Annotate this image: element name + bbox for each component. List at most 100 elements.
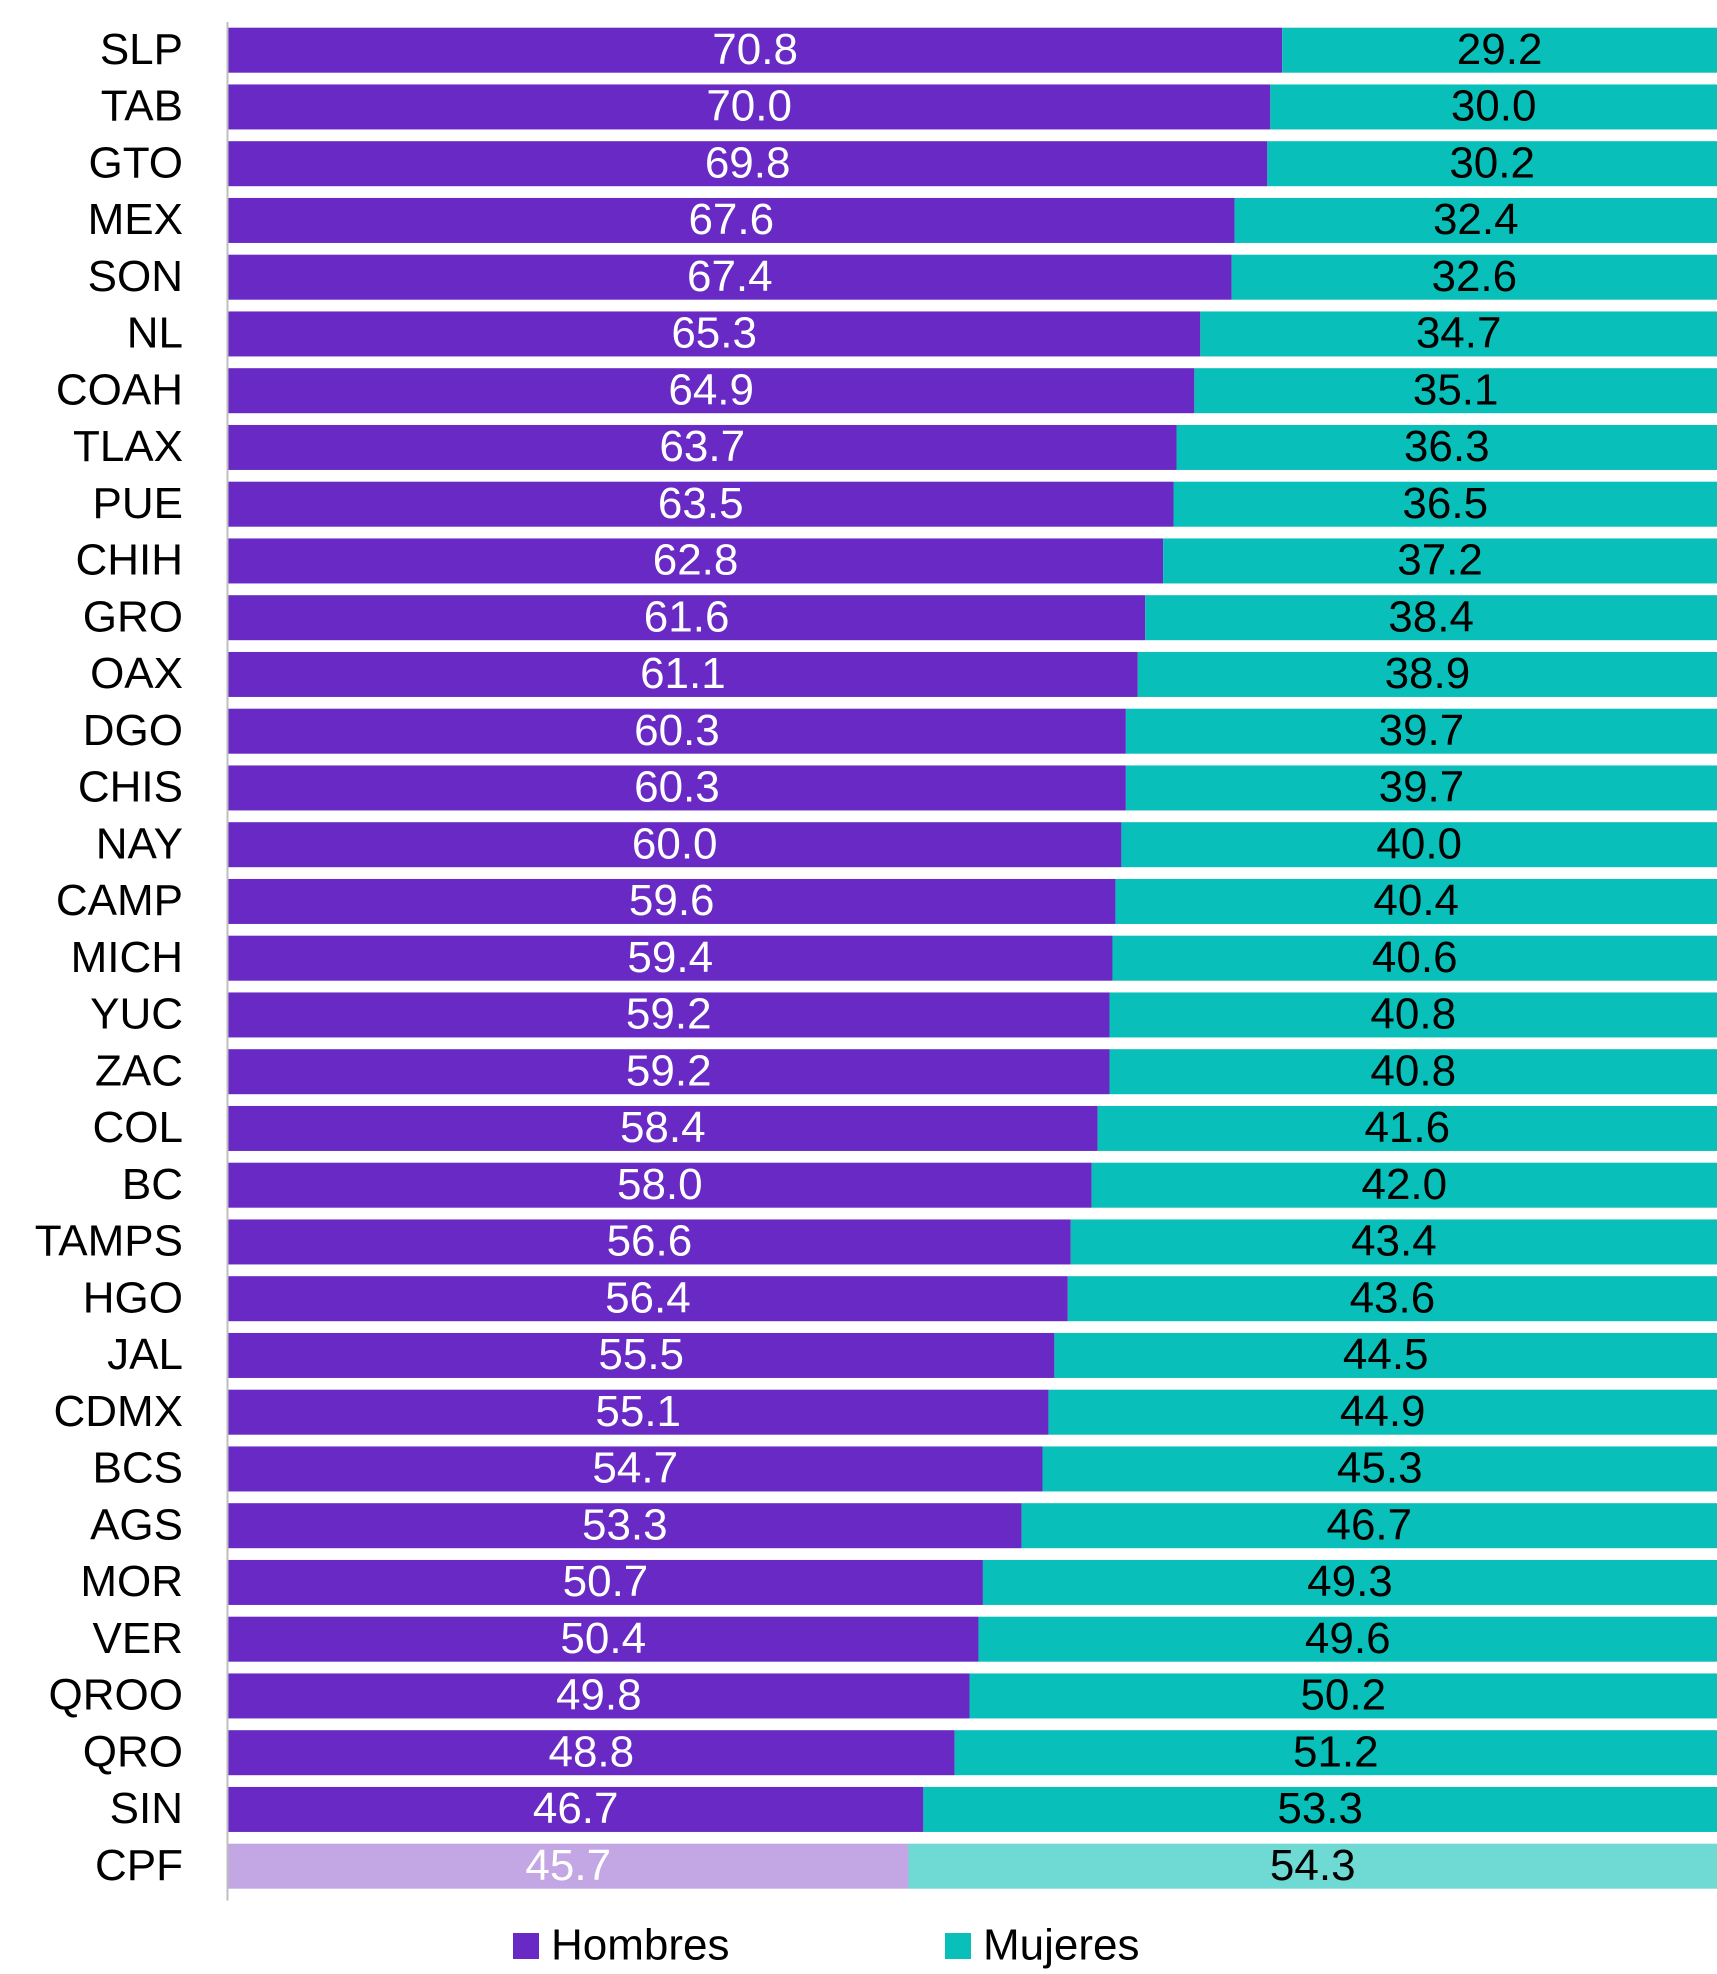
data-label: 54.7 bbox=[592, 1444, 678, 1493]
legend-swatch bbox=[513, 1933, 539, 1959]
data-label: 42.0 bbox=[1361, 1160, 1447, 1209]
data-label: 70.8 bbox=[712, 25, 798, 74]
data-label: 56.4 bbox=[605, 1273, 691, 1322]
bar-segment bbox=[923, 1786, 1717, 1832]
y-tick-label: VER bbox=[93, 1614, 183, 1663]
data-label: 40.4 bbox=[1373, 876, 1459, 925]
data-label: 40.6 bbox=[1372, 933, 1458, 982]
bar-segment bbox=[1125, 708, 1717, 754]
bar-segment bbox=[1070, 1219, 1717, 1265]
y-tick-label: BC bbox=[122, 1160, 183, 1209]
bar-segment bbox=[228, 765, 1126, 811]
bar-segment bbox=[228, 1389, 1049, 1435]
data-label: 59.2 bbox=[626, 1046, 712, 1095]
bar-segment bbox=[1067, 1276, 1717, 1322]
y-tick-label: SIN bbox=[110, 1784, 183, 1833]
data-label: 58.0 bbox=[617, 1160, 703, 1209]
data-label: 50.7 bbox=[563, 1557, 649, 1606]
bar-segment bbox=[228, 1446, 1043, 1492]
bar-segment bbox=[1267, 141, 1717, 187]
y-tick-label: CAMP bbox=[56, 876, 183, 925]
bar-segment bbox=[228, 1843, 909, 1889]
y-tick-label: SON bbox=[88, 252, 183, 301]
y-tick-label: TLAX bbox=[73, 422, 183, 471]
y-tick-label: MEX bbox=[88, 195, 183, 244]
y-tick-label: CPF bbox=[95, 1841, 183, 1890]
y-tick-label: NL bbox=[127, 309, 183, 358]
bar-segment bbox=[228, 254, 1232, 300]
data-label: 59.6 bbox=[629, 876, 715, 925]
y-tick-label: YUC bbox=[90, 990, 183, 1039]
data-label: 38.9 bbox=[1385, 649, 1471, 698]
bar-segment bbox=[1173, 481, 1717, 527]
y-tick-label: DGO bbox=[83, 706, 183, 755]
bar-segment bbox=[1176, 424, 1717, 470]
data-label: 30.0 bbox=[1451, 82, 1537, 131]
data-label: 65.3 bbox=[671, 309, 757, 358]
data-label: 67.4 bbox=[687, 252, 773, 301]
data-label: 53.3 bbox=[1277, 1784, 1363, 1833]
data-label: 50.4 bbox=[560, 1614, 646, 1663]
y-tick-label: QROO bbox=[49, 1671, 183, 1720]
data-label: 41.6 bbox=[1364, 1103, 1450, 1152]
y-tick-label: ZAC bbox=[95, 1046, 183, 1095]
bar-segment bbox=[1137, 651, 1717, 697]
y-tick-label: BCS bbox=[93, 1444, 183, 1493]
bar-segment bbox=[228, 1049, 1110, 1095]
bar-segment bbox=[228, 935, 1113, 981]
bar-segment bbox=[1282, 27, 1717, 73]
bar-segment bbox=[1121, 822, 1717, 868]
legend-label: Mujeres bbox=[983, 1921, 1140, 1970]
y-tick-label: SLP bbox=[100, 25, 183, 74]
data-label: 45.3 bbox=[1337, 1444, 1423, 1493]
bar-segment bbox=[228, 1786, 924, 1832]
bar-segment bbox=[228, 1503, 1022, 1549]
bar-segment bbox=[228, 1673, 970, 1719]
y-tick-label: CHIH bbox=[75, 536, 183, 585]
data-label: 63.7 bbox=[659, 422, 745, 471]
data-label: 32.4 bbox=[1433, 195, 1519, 244]
bar-segment bbox=[228, 651, 1138, 697]
data-label: 55.1 bbox=[595, 1387, 681, 1436]
data-label: 60.0 bbox=[632, 819, 718, 868]
bar-segment bbox=[228, 1276, 1068, 1322]
data-label: 29.2 bbox=[1457, 25, 1543, 74]
bar-segment bbox=[982, 1559, 1717, 1605]
data-label: 43.6 bbox=[1350, 1273, 1436, 1322]
y-tick-label: GRO bbox=[83, 592, 183, 641]
bar-segment bbox=[228, 1162, 1092, 1208]
data-label: 43.4 bbox=[1351, 1217, 1437, 1266]
bar-segment bbox=[228, 1105, 1098, 1151]
y-tick-label: AGS bbox=[90, 1500, 183, 1549]
bar-segment bbox=[228, 141, 1268, 187]
data-label: 49.8 bbox=[556, 1671, 642, 1720]
data-label: 36.5 bbox=[1402, 479, 1488, 528]
y-tick-label: TAMPS bbox=[35, 1217, 183, 1266]
bar-segment bbox=[228, 197, 1235, 243]
data-label: 64.9 bbox=[668, 365, 754, 414]
data-label: 61.1 bbox=[640, 649, 726, 698]
bar-segment bbox=[1097, 1105, 1717, 1151]
legend-label: Hombres bbox=[551, 1921, 730, 1970]
data-label: 59.4 bbox=[627, 933, 713, 982]
data-label: 46.7 bbox=[533, 1784, 619, 1833]
legend-swatch bbox=[945, 1933, 971, 1959]
data-label: 38.4 bbox=[1388, 592, 1474, 641]
y-tick-label: CDMX bbox=[53, 1387, 183, 1436]
data-label: 36.3 bbox=[1404, 422, 1490, 471]
bar-segment bbox=[954, 1730, 1717, 1776]
bar-segment bbox=[1145, 595, 1717, 641]
data-label: 46.7 bbox=[1326, 1500, 1412, 1549]
bar-segment bbox=[1115, 878, 1717, 924]
bar-segment bbox=[228, 822, 1122, 868]
data-label: 61.6 bbox=[644, 592, 730, 641]
y-tick-label: MICH bbox=[71, 933, 183, 982]
bar-segment bbox=[1109, 1049, 1717, 1095]
data-label: 50.2 bbox=[1300, 1671, 1386, 1720]
bar-segment bbox=[1109, 992, 1717, 1038]
data-label: 35.1 bbox=[1413, 365, 1499, 414]
bar-segment bbox=[1234, 197, 1717, 243]
bar-segment bbox=[1163, 538, 1717, 584]
data-label: 44.5 bbox=[1343, 1330, 1429, 1379]
